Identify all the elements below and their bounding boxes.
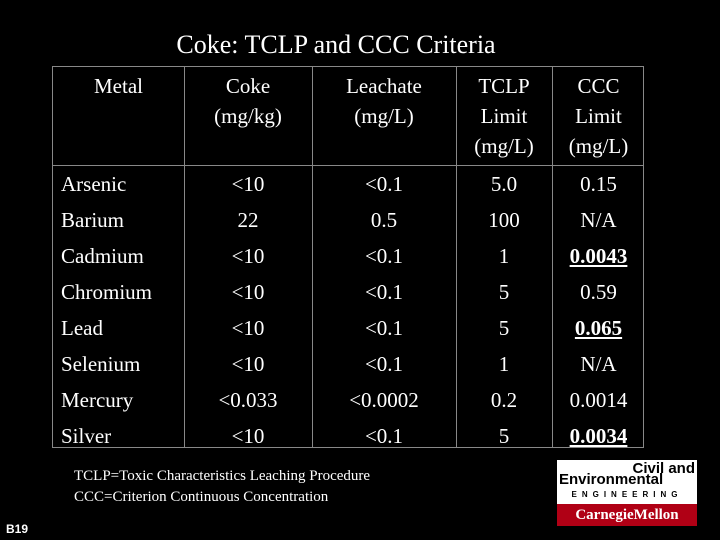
header-ccc: (mg/L) — [568, 134, 629, 158]
cell-coke: <0.033 — [218, 388, 278, 412]
cmu-cee-logo: Civil and Environmental ENGINEERING Carn… — [557, 460, 697, 526]
cell-metal: Barium — [61, 208, 124, 232]
header-leachate: (mg/L) — [354, 104, 414, 128]
cell-leachate: <0.1 — [364, 352, 404, 376]
column-divider — [552, 67, 553, 447]
cell-metal: Selenium — [61, 352, 141, 376]
logo-department-block: Civil and Environmental ENGINEERING — [557, 460, 697, 504]
header-divider — [53, 165, 643, 166]
cell-coke: 22 — [237, 208, 259, 232]
cell-coke: <10 — [231, 424, 265, 448]
cell-tclp: 5 — [498, 280, 510, 304]
cell-ccc: 0.0034 — [569, 424, 628, 448]
cell-leachate: <0.0002 — [349, 388, 419, 412]
cell-metal: Lead — [61, 316, 103, 340]
cell-coke: <10 — [231, 352, 265, 376]
logo-environmental: Environmental — [559, 471, 664, 488]
criteria-table: Metal Coke (mg/kg) Leachate (mg/L) TCLP Limit (… — [52, 66, 644, 448]
slide-number: B19 — [6, 522, 29, 536]
header-tclp: Limit — [480, 104, 528, 128]
footnote-tclp: TCLP=Toxic Characteristics Leaching Proc… — [74, 468, 371, 484]
cell-tclp: 5 — [498, 424, 510, 448]
logo-carnegie-mellon: CarnegieMellon — [557, 504, 697, 526]
cell-metal: Arsenic — [61, 172, 127, 196]
cell-metal: Mercury — [61, 388, 134, 412]
cell-tclp: 1 — [498, 352, 510, 376]
cell-coke: <10 — [231, 280, 265, 304]
header-ccc: Limit — [575, 104, 622, 128]
footnote-ccc: CCC=Criterion Continuous Concentration — [74, 489, 329, 505]
cell-ccc: N/A — [580, 352, 617, 376]
cell-coke: <10 — [231, 172, 265, 196]
cell-ccc: 0.59 — [580, 280, 617, 304]
cell-metal: Chromium — [61, 280, 153, 304]
column-divider — [456, 67, 457, 447]
cell-leachate: <0.1 — [364, 424, 404, 448]
cell-metal: Silver — [61, 424, 112, 448]
cell-tclp: 0.2 — [490, 388, 518, 412]
column-divider — [184, 67, 185, 447]
header-coke: (mg/kg) — [214, 104, 282, 128]
header-coke: Coke — [225, 74, 271, 98]
cell-leachate: <0.1 — [364, 172, 404, 196]
header-tclp: TCLP — [478, 74, 530, 98]
cell-metal: Cadmium — [61, 244, 144, 268]
cell-tclp: 1 — [498, 244, 510, 268]
cell-ccc: 0.065 — [574, 316, 623, 340]
cell-ccc: N/A — [580, 208, 617, 232]
cell-tclp: 5 — [498, 316, 510, 340]
footnotes: TCLP=Toxic Characteristics Leaching Proc… — [74, 466, 370, 508]
logo-civil-and: Civil and — [632, 460, 695, 477]
cell-leachate: <0.1 — [364, 244, 404, 268]
header-ccc: CCC — [577, 74, 620, 98]
cell-coke: <10 — [231, 244, 265, 268]
cell-tclp: 5.0 — [490, 172, 518, 196]
header-leachate: Leachate — [346, 74, 422, 98]
cell-leachate: 0.5 — [370, 208, 398, 232]
cell-ccc: 0.0014 — [569, 388, 628, 412]
header-metal: Metal — [94, 74, 143, 98]
cell-ccc: 0.15 — [580, 172, 617, 196]
header-tclp: (mg/L) — [474, 134, 534, 158]
cell-ccc: 0.0043 — [569, 244, 628, 268]
cell-leachate: <0.1 — [364, 316, 404, 340]
cell-tclp: 100 — [488, 208, 520, 232]
logo-engineering: ENGINEERING — [571, 490, 683, 499]
cell-coke: <10 — [231, 316, 265, 340]
column-divider — [312, 67, 313, 447]
slide-title: Coke: TCLP and CCC Criteria — [176, 30, 496, 59]
cell-leachate: <0.1 — [364, 280, 404, 304]
